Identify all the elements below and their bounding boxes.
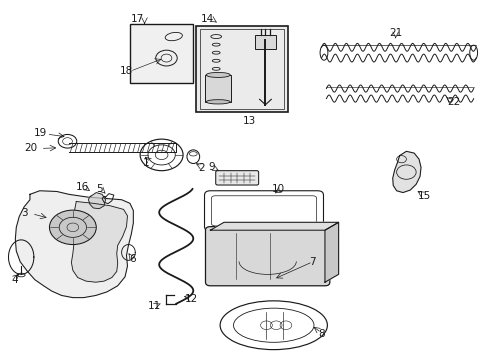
Text: 5: 5: [96, 184, 102, 194]
Text: 2: 2: [198, 163, 204, 173]
Text: 3: 3: [21, 208, 27, 218]
Text: 15: 15: [417, 191, 430, 201]
Text: 10: 10: [271, 184, 285, 194]
Text: 9: 9: [207, 162, 214, 172]
Polygon shape: [325, 222, 338, 282]
Text: 11: 11: [148, 301, 161, 311]
Polygon shape: [210, 222, 338, 230]
FancyBboxPatch shape: [205, 226, 329, 286]
Bar: [195, 26, 288, 112]
Text: 16: 16: [76, 182, 89, 192]
Bar: [199, 29, 284, 109]
Text: 8: 8: [318, 329, 324, 339]
Text: 1: 1: [142, 158, 149, 168]
Text: 20: 20: [24, 143, 38, 153]
Polygon shape: [88, 193, 105, 209]
Polygon shape: [392, 151, 420, 193]
Text: 14: 14: [201, 14, 214, 24]
Bar: [130, 24, 193, 83]
Text: 19: 19: [34, 128, 47, 138]
Polygon shape: [15, 191, 133, 298]
Text: 22: 22: [447, 97, 460, 107]
Text: 4: 4: [11, 275, 18, 285]
FancyBboxPatch shape: [215, 171, 258, 185]
Text: 21: 21: [388, 28, 402, 38]
Text: 12: 12: [185, 294, 198, 304]
Text: 17: 17: [130, 14, 143, 24]
Ellipse shape: [206, 72, 230, 77]
Circle shape: [49, 210, 96, 244]
Bar: [254, 36, 276, 49]
Text: 6: 6: [129, 254, 135, 264]
Bar: [205, 75, 230, 102]
Ellipse shape: [206, 100, 230, 104]
Text: 7: 7: [309, 257, 315, 267]
Text: 18: 18: [120, 66, 133, 76]
Text: 13: 13: [242, 116, 256, 126]
Polygon shape: [71, 202, 127, 282]
